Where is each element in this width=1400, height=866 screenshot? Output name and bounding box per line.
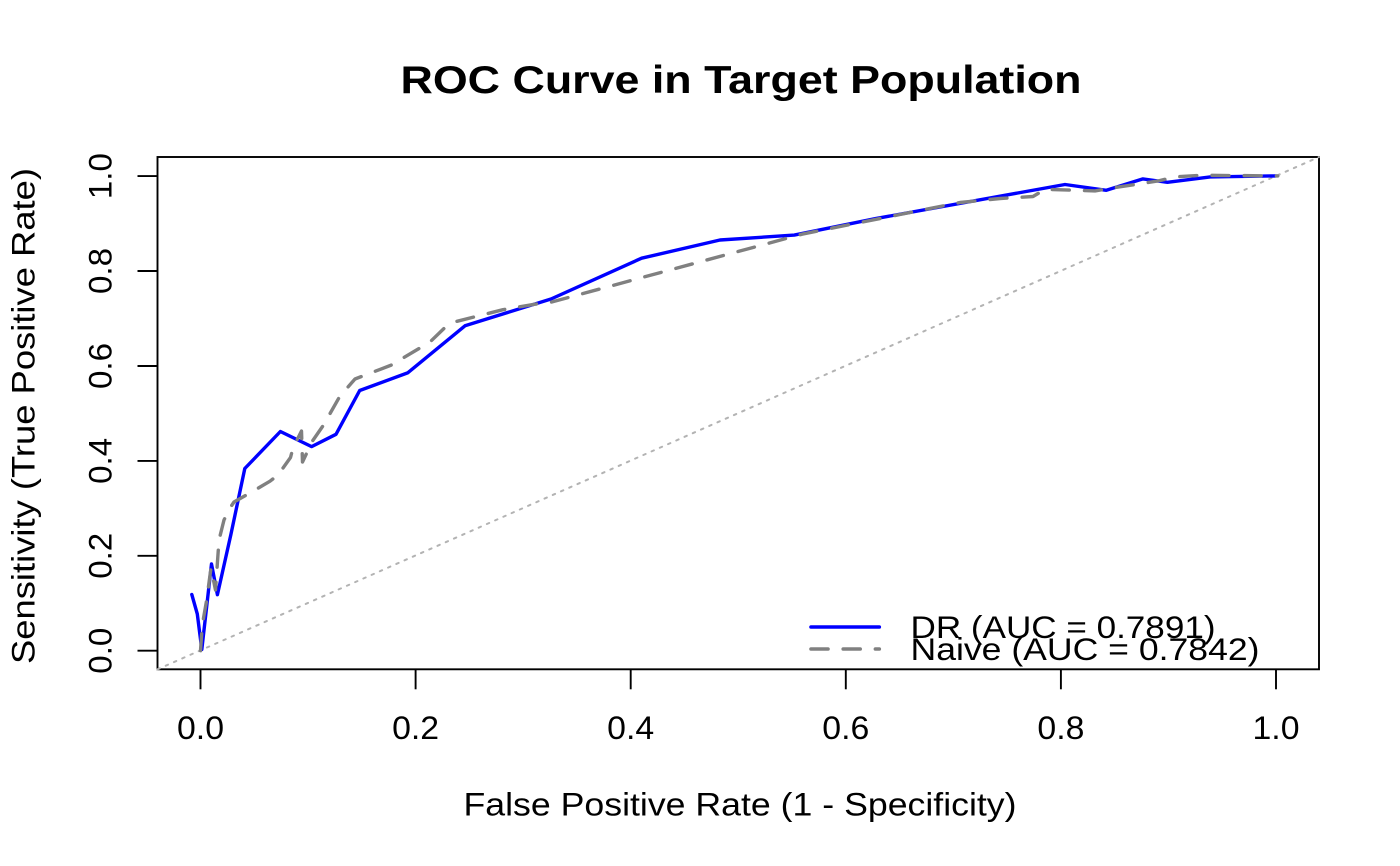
- svg-text:0.8: 0.8: [83, 248, 119, 294]
- svg-text:0.6: 0.6: [83, 343, 119, 389]
- svg-text:0.4: 0.4: [83, 438, 119, 484]
- svg-text:1.0: 1.0: [1253, 710, 1300, 746]
- svg-text:0.6: 0.6: [822, 710, 869, 746]
- svg-text:0.2: 0.2: [392, 710, 439, 746]
- svg-text:DR (AUC = 0.7891): DR (AUC = 0.7891): [911, 609, 1216, 645]
- svg-text:0.0: 0.0: [177, 710, 224, 746]
- svg-text:False Positive Rate (1 - Speci: False Positive Rate (1 - Specificity): [464, 786, 1017, 822]
- svg-text:ROC Curve in Target Population: ROC Curve in Target Population: [401, 59, 1082, 102]
- svg-text:Sensitivity (True Positive Rat: Sensitivity (True Positive Rate): [6, 168, 42, 664]
- svg-text:1.0: 1.0: [83, 153, 119, 199]
- svg-text:0.0: 0.0: [83, 628, 119, 674]
- svg-text:0.4: 0.4: [607, 710, 654, 746]
- svg-text:0.2: 0.2: [83, 533, 119, 579]
- svg-text:Naive (AUC = 0.7842): Naive (AUC = 0.7842): [911, 631, 1260, 667]
- svg-text:0.8: 0.8: [1037, 710, 1084, 746]
